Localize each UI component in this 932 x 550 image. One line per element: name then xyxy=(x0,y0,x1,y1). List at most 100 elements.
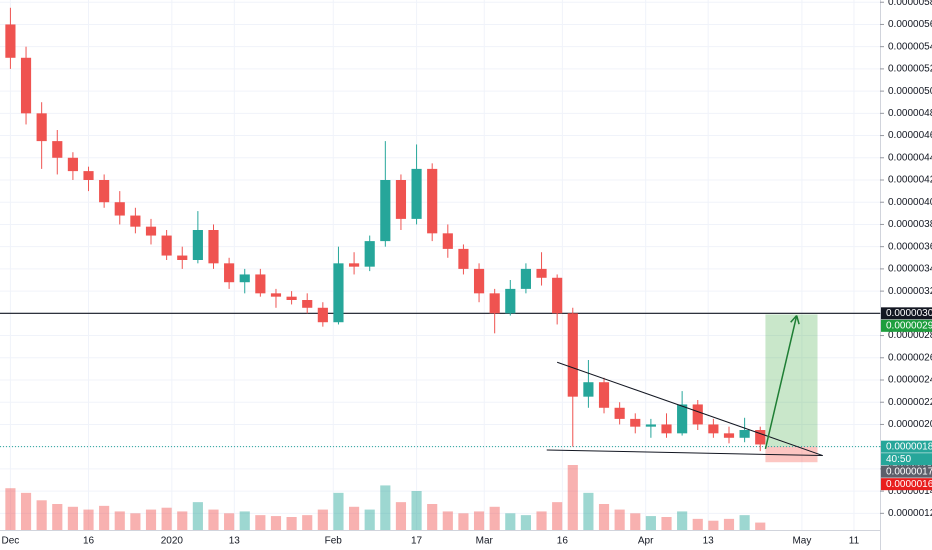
volume-bar xyxy=(302,515,313,530)
candle-body xyxy=(192,230,203,260)
y-tick-label: 0.00000580 xyxy=(888,0,932,8)
y-tick-label: 0.00000280 xyxy=(888,330,932,341)
candle-body xyxy=(645,424,656,427)
y-tick-label: 0.00000380 xyxy=(888,219,932,230)
volume-bar xyxy=(67,506,78,530)
candle-body xyxy=(177,255,188,260)
candle-body xyxy=(411,168,422,219)
candle-body xyxy=(67,157,78,172)
x-tick-label: 16 xyxy=(83,536,95,547)
candle-body xyxy=(614,407,625,419)
volume-bar xyxy=(567,465,578,530)
candle-body xyxy=(145,226,157,236)
candle-body xyxy=(739,430,750,438)
x-tick-label: Dec xyxy=(2,536,20,547)
candle-body xyxy=(661,424,672,434)
candle-body xyxy=(427,168,438,234)
y-tick-label: 0.00000240 xyxy=(888,375,932,386)
volume-bar xyxy=(442,511,453,530)
volume-bar xyxy=(317,509,328,530)
candle-body xyxy=(567,313,578,397)
x-tick-label: Mar xyxy=(476,536,494,547)
candle-body xyxy=(224,263,235,283)
volume-bar xyxy=(5,488,16,530)
candle-body xyxy=(708,424,719,434)
candle-body xyxy=(208,230,219,264)
x-tick-label: 13 xyxy=(229,536,241,547)
candle-body xyxy=(536,268,547,278)
price-badge xyxy=(881,453,932,466)
candle-body xyxy=(442,233,453,249)
trendline xyxy=(556,361,823,457)
candle-body xyxy=(692,404,703,425)
x-tick-label: 2020 xyxy=(161,536,184,547)
volume-bar xyxy=(255,515,266,530)
y-tick-label: 0.00000440 xyxy=(888,152,932,163)
volume-bar xyxy=(99,505,110,530)
x-tick-label: 16 xyxy=(557,536,569,547)
price-badge xyxy=(881,478,932,491)
volume-bar xyxy=(36,500,47,530)
volume-bar xyxy=(333,492,344,530)
x-tick-label: May xyxy=(792,536,811,547)
volume-bar xyxy=(661,517,672,530)
price-badge-label: 0.00000299 xyxy=(886,320,932,331)
candle-body xyxy=(520,268,531,289)
volume-bar xyxy=(692,518,703,530)
y-tick-label: 0.00000200 xyxy=(888,419,932,430)
volume-bar xyxy=(677,511,688,530)
candle-body xyxy=(505,288,516,314)
candle-body xyxy=(755,430,766,445)
candle-body xyxy=(677,404,688,434)
grid xyxy=(0,0,880,530)
candle-body xyxy=(255,274,266,294)
candle-body xyxy=(5,24,16,58)
candle-body xyxy=(286,296,297,300)
x-tick-label: 11 xyxy=(849,536,860,547)
arrow-head xyxy=(790,315,798,323)
candle-body xyxy=(20,57,32,114)
volume-bar xyxy=(208,509,219,530)
candle-body xyxy=(630,418,641,427)
volume-bar xyxy=(286,517,297,530)
volume-bar xyxy=(755,522,766,530)
arrow-shaft xyxy=(764,315,798,450)
price-badge-label: 40:50 xyxy=(886,454,911,465)
y-tick-label: 0.00000500 xyxy=(888,86,932,97)
volume-bar xyxy=(614,509,625,530)
price-badge xyxy=(881,440,932,453)
volume-bar xyxy=(473,511,485,530)
y-tick-label: 0.00000260 xyxy=(888,352,932,363)
candle-body xyxy=(723,433,735,438)
candle-body xyxy=(130,215,141,227)
price-badge xyxy=(881,465,932,478)
volume-bar xyxy=(411,491,422,530)
y-tick-label: 0.00000120 xyxy=(888,508,932,519)
volume-bar xyxy=(239,511,250,530)
candle-body xyxy=(83,171,94,180)
x-tick-label: 13 xyxy=(703,536,715,547)
candle-body xyxy=(333,263,344,323)
volume-bar xyxy=(20,492,32,530)
volume-bar xyxy=(364,509,375,530)
candle-body xyxy=(583,382,594,397)
volume-bar xyxy=(114,511,125,530)
x-tick-label: 17 xyxy=(411,536,423,547)
target-zone xyxy=(765,314,818,447)
volume-bar xyxy=(52,504,63,530)
price-badge xyxy=(881,319,932,332)
trendline xyxy=(546,449,823,457)
volume-bar xyxy=(83,509,94,530)
volume-bar xyxy=(427,504,438,530)
volume-bar xyxy=(458,513,469,530)
volume-bar xyxy=(598,504,610,530)
candle-body xyxy=(161,235,172,256)
candle-body xyxy=(349,263,360,267)
volume-bar xyxy=(489,506,500,530)
candle-body xyxy=(380,180,391,242)
price-badge-label: 0.00000179 xyxy=(886,466,932,477)
candle-body xyxy=(473,268,485,294)
volume-bar xyxy=(380,485,391,530)
volume-bar xyxy=(583,492,594,530)
